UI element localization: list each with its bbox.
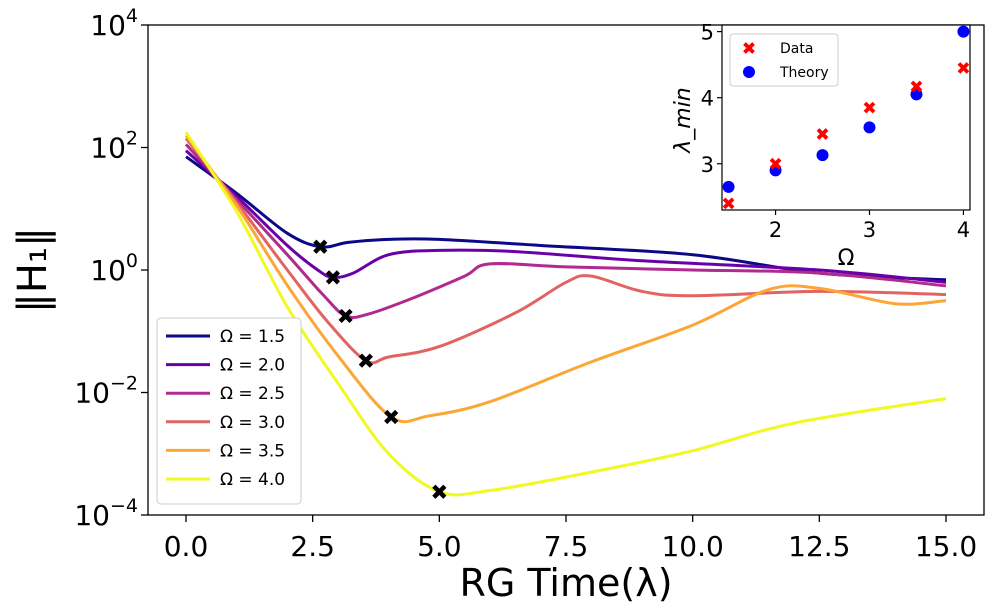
inset-y-axis-label: λ_min [671,87,696,154]
legend-label-5: Ω = 4.0 [220,470,285,490]
main-legend: Ω = 1.5 Ω = 2.0 Ω = 2.5 Ω = 3.0 Ω = 3.5 Ω = 4… [156,317,302,505]
minimum-marker-0 [313,239,328,254]
theory-point [816,149,829,162]
y-tick-label: 104 [90,5,138,42]
theory-point [957,25,970,38]
y-tick-label: 10−4 [74,495,138,532]
y-tick-label: 100 [90,250,138,287]
inset-x-axis-label: Ω [838,246,855,271]
data-point [910,80,923,93]
x-tick-label: 2.5 [290,530,335,563]
main-y-axis-label: ‖H₁‖ [10,227,56,313]
main-x-axis-label: RG Time(λ) [459,561,672,605]
minimum-marker-3 [358,353,373,368]
x-tick-label: 0.0 [164,530,209,563]
x-tick-label: 10.0 [661,530,723,563]
x-tick-label: 5.0 [417,530,462,563]
legend-label-1: Ω = 2.0 [220,356,285,376]
main-series-group [184,131,947,497]
x-tick-label: 15.0 [915,530,977,563]
series-line-1 [184,149,947,284]
legend-label-2: Ω = 2.5 [220,384,285,404]
data-point [769,157,782,170]
series-line-3 [184,137,947,365]
inset-y-tick-label: 4 [701,87,714,111]
minimum-marker-1 [325,270,341,285]
inset-y-tick-label: 3 [701,153,714,177]
data-point [722,197,735,210]
x-tick-label: 7.5 [544,530,589,563]
inset-y-ticks: 3 4 5 [701,21,722,177]
y-tick-label: 102 [90,128,138,165]
series-line-5 [184,131,947,497]
data-point [863,101,876,114]
inset-legend-data-marker [743,42,755,54]
minimum-marker-5 [432,484,447,499]
inset-legend: Data Theory [729,33,839,87]
main-x-ticks: 0.0 2.5 5.0 7.5 10.0 12.5 15.0 [164,515,977,563]
inset-plot: 2 3 4 3 4 5 Ω λ_min Data Theory [671,21,971,271]
inset-x-ticks: 2 3 4 [769,210,970,242]
data-point [816,128,829,140]
inset-legend-data-label: Data [780,41,813,57]
inset-points-group [722,25,970,210]
inset-x-tick-label: 2 [769,218,782,242]
legend-label-3: Ω = 3.0 [220,413,285,433]
inset-legend-theory-marker [743,66,755,78]
minimum-marker-2 [338,308,353,324]
inset-legend-theory-label: Theory [779,65,829,81]
series-line-4 [184,134,947,424]
theory-point [863,121,876,134]
x-tick-label: 12.5 [788,530,850,563]
main-y-ticks: 10−4 10−2 100 102 104 [74,5,148,532]
data-point [957,62,970,74]
y-tick-label: 10−2 [74,373,138,410]
minimum-marker-4 [384,409,399,425]
series-line-2 [184,143,947,320]
legend-label-0: Ω = 1.5 [220,327,285,347]
legend-label-4: Ω = 3.5 [220,441,285,461]
inset-y-tick-label: 5 [701,21,714,45]
theory-point [722,180,735,193]
inset-x-tick-label: 3 [863,218,876,242]
main-minimum-markers [313,239,447,499]
inset-x-tick-label: 4 [957,218,970,242]
inset-legend-box [729,33,839,87]
